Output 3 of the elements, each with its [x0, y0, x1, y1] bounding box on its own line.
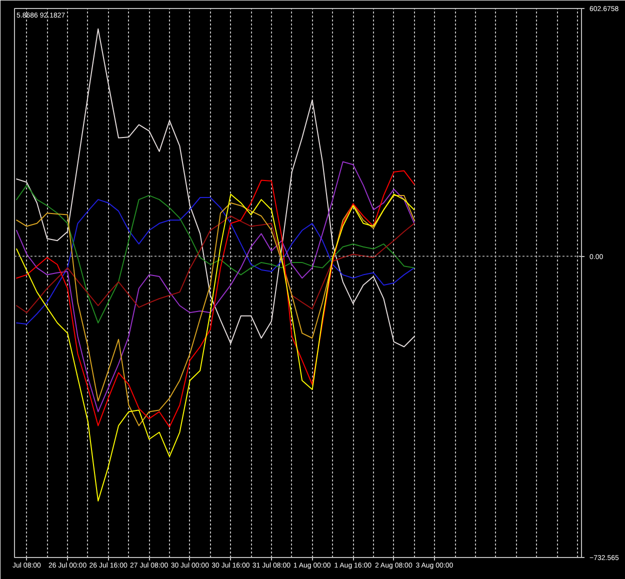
line-series: [16, 216, 415, 314]
line-series: [16, 194, 415, 502]
line-series: [16, 28, 415, 348]
